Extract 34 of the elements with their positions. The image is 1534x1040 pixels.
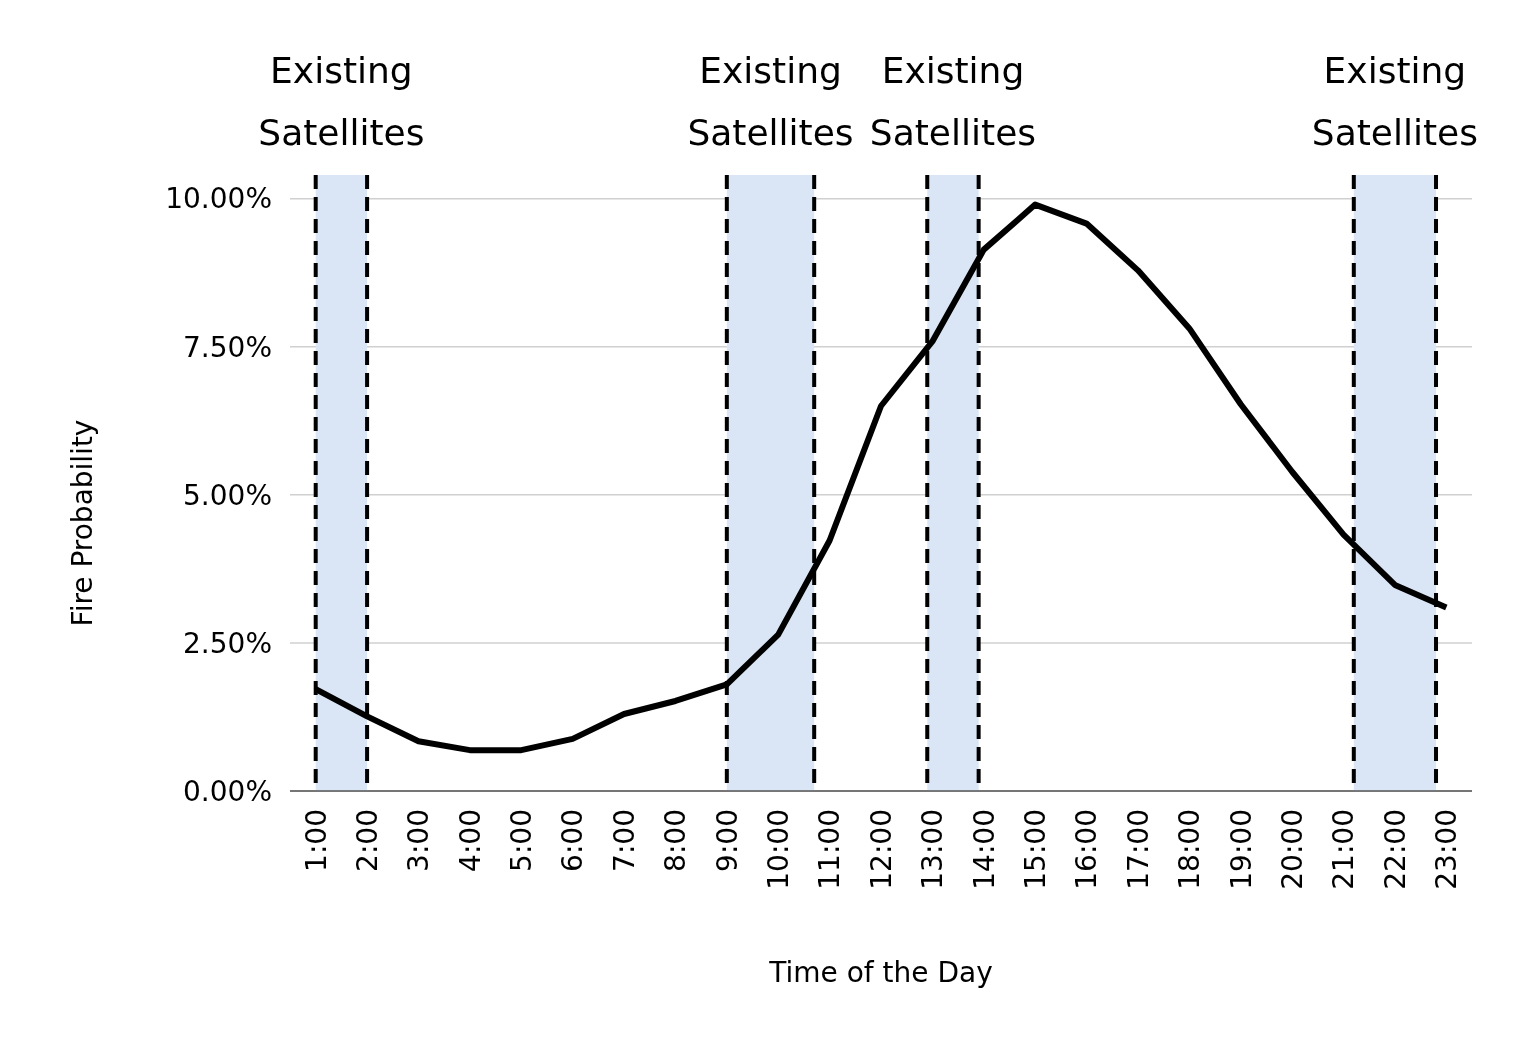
band-label: Existing Satellites (687, 50, 854, 153)
x-tick-label: 20:00 (1275, 809, 1309, 890)
y-axis-title: Fire Probability (66, 419, 99, 627)
x-tick-label: 22:00 (1378, 809, 1412, 890)
y-tick-label: 0.00% (183, 774, 272, 808)
x-tick-label: 21:00 (1327, 809, 1361, 890)
x-tick-label: 18:00 (1173, 809, 1207, 890)
x-tick-label: 1:00 (299, 809, 333, 872)
x-tick-label: 6:00 (556, 809, 590, 872)
y-tick-label: 10.00% (165, 182, 272, 216)
x-tick-label: 11:00 (813, 809, 847, 890)
x-tick-label: 10:00 (762, 809, 796, 890)
x-tick-label: 4:00 (453, 809, 487, 872)
band-label: Existing Satellites (869, 50, 1037, 153)
x-tick-label: 9:00 (710, 809, 744, 872)
x-tick-label: 19:00 (1224, 809, 1258, 890)
x-tick-label: 7:00 (607, 809, 641, 872)
x-tick-label: 14:00 (967, 809, 1001, 890)
x-tick-label: 15:00 (1018, 809, 1052, 890)
x-tick-label: 5:00 (505, 809, 539, 872)
x-tick-label: 23:00 (1430, 809, 1464, 890)
x-axis-title: Time of the Day (768, 956, 993, 989)
x-tick-label: 16:00 (1070, 809, 1104, 890)
x-tick-label: 3:00 (402, 809, 436, 872)
y-tick-label: 7.50% (183, 330, 272, 364)
x-tick-label: 17:00 (1121, 809, 1155, 890)
y-tick-label: 2.50% (183, 626, 272, 660)
band-label: Existing Satellites (1311, 50, 1479, 153)
y-tick-label: 5.00% (183, 478, 272, 512)
x-tick-label: 8:00 (659, 809, 693, 872)
x-tick-label: 2:00 (350, 809, 384, 872)
x-tick-label: 12:00 (864, 809, 898, 890)
x-tick-label: 13:00 (916, 809, 950, 890)
band-label: Existing Satellites (258, 50, 425, 153)
